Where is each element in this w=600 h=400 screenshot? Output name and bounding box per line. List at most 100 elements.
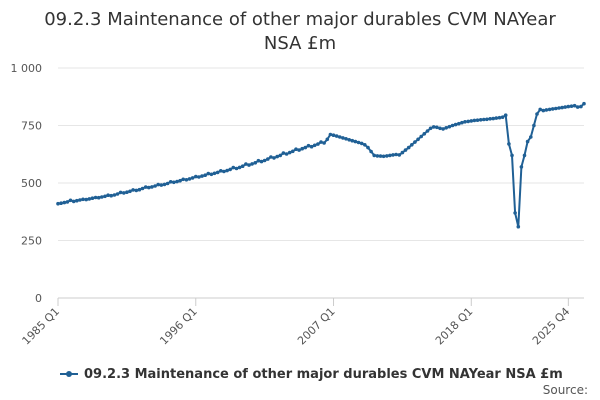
data-point <box>275 154 280 159</box>
data-point <box>250 162 254 166</box>
data-point <box>385 154 389 158</box>
data-point <box>262 158 267 163</box>
data-point <box>240 164 245 168</box>
data-point <box>541 108 546 113</box>
data-point <box>322 141 326 145</box>
data-point <box>397 153 402 157</box>
data-point <box>212 171 217 176</box>
data-point <box>560 105 564 110</box>
data-point <box>278 153 283 158</box>
data-point <box>388 153 392 158</box>
data-point <box>222 169 226 174</box>
data-point <box>247 163 251 167</box>
legend[interactable]: 09.2.3 Maintenance of other major durabl… <box>60 364 563 384</box>
data-point <box>369 149 373 154</box>
data-point <box>266 157 270 161</box>
data-point <box>419 134 424 139</box>
data-point <box>300 146 305 151</box>
data-point <box>137 187 142 192</box>
data-point <box>519 165 524 169</box>
data-point <box>319 140 323 144</box>
data-point <box>410 143 414 147</box>
data-point <box>281 151 286 155</box>
data-point <box>100 195 104 199</box>
y-tick-label: 500 <box>21 177 42 190</box>
data-point <box>344 137 348 141</box>
data-point <box>457 121 461 126</box>
data-point <box>325 137 330 142</box>
data-point <box>510 153 514 158</box>
data-point <box>140 186 145 191</box>
data-point <box>175 179 179 184</box>
data-point <box>234 166 239 171</box>
data-point <box>291 149 295 154</box>
data-point <box>525 139 530 144</box>
data-point <box>331 133 336 137</box>
x-tick-label: 2025 Q4 <box>530 305 573 348</box>
data-point <box>334 134 339 138</box>
data-point <box>165 181 170 186</box>
data-point <box>253 161 258 165</box>
chart-title-line-2: NSA £m <box>263 33 337 54</box>
data-point <box>168 180 173 184</box>
data-point <box>463 120 467 124</box>
x-tick-label: 2018 Q1 <box>433 305 476 348</box>
data-point <box>316 142 320 146</box>
data-point <box>485 117 489 122</box>
data-point <box>444 126 449 130</box>
y-tick-label: 0 <box>35 292 42 305</box>
data-point <box>62 200 67 205</box>
data-point <box>563 105 567 109</box>
data-point <box>497 115 502 120</box>
data-point <box>532 123 536 128</box>
data-point <box>178 178 182 183</box>
data-point <box>406 145 411 150</box>
data-point <box>269 155 273 159</box>
data-point <box>422 132 427 136</box>
data-point <box>150 185 154 189</box>
data-point <box>566 104 571 109</box>
data-point <box>447 124 452 129</box>
x-tick-label: 2007 Q1 <box>295 305 338 348</box>
data-point <box>272 156 276 160</box>
data-point <box>184 178 189 182</box>
data-point <box>190 176 195 180</box>
data-point <box>450 123 455 128</box>
data-point <box>143 185 148 189</box>
data-point <box>194 174 198 179</box>
data-point <box>372 153 377 158</box>
data-point <box>478 118 483 122</box>
data-point <box>431 125 436 129</box>
data-point <box>109 193 113 198</box>
data-point <box>56 201 60 206</box>
data-point <box>516 224 521 229</box>
data-point <box>312 143 317 148</box>
data-point <box>237 165 242 170</box>
data-point <box>438 126 442 131</box>
data-point <box>87 197 92 201</box>
data-point <box>172 180 176 185</box>
data-point <box>400 150 405 155</box>
data-point <box>162 182 167 187</box>
data-point <box>78 198 82 202</box>
data-point <box>522 153 527 158</box>
data-point <box>544 108 549 112</box>
data-point <box>287 150 292 155</box>
data-point <box>513 211 517 215</box>
data-point <box>550 107 555 111</box>
data-point <box>209 172 214 177</box>
data-point <box>507 142 511 146</box>
data-point <box>294 147 298 151</box>
data-point <box>416 137 420 142</box>
data-point <box>75 198 79 203</box>
data-point <box>494 116 499 120</box>
data-point <box>228 167 232 172</box>
data-point <box>435 125 439 130</box>
data-point <box>469 119 474 123</box>
data-point <box>529 135 533 139</box>
data-point <box>181 177 185 182</box>
legend-label: 09.2.3 Maintenance of other major durabl… <box>84 366 563 382</box>
data-point <box>81 197 85 202</box>
data-point <box>106 193 110 197</box>
